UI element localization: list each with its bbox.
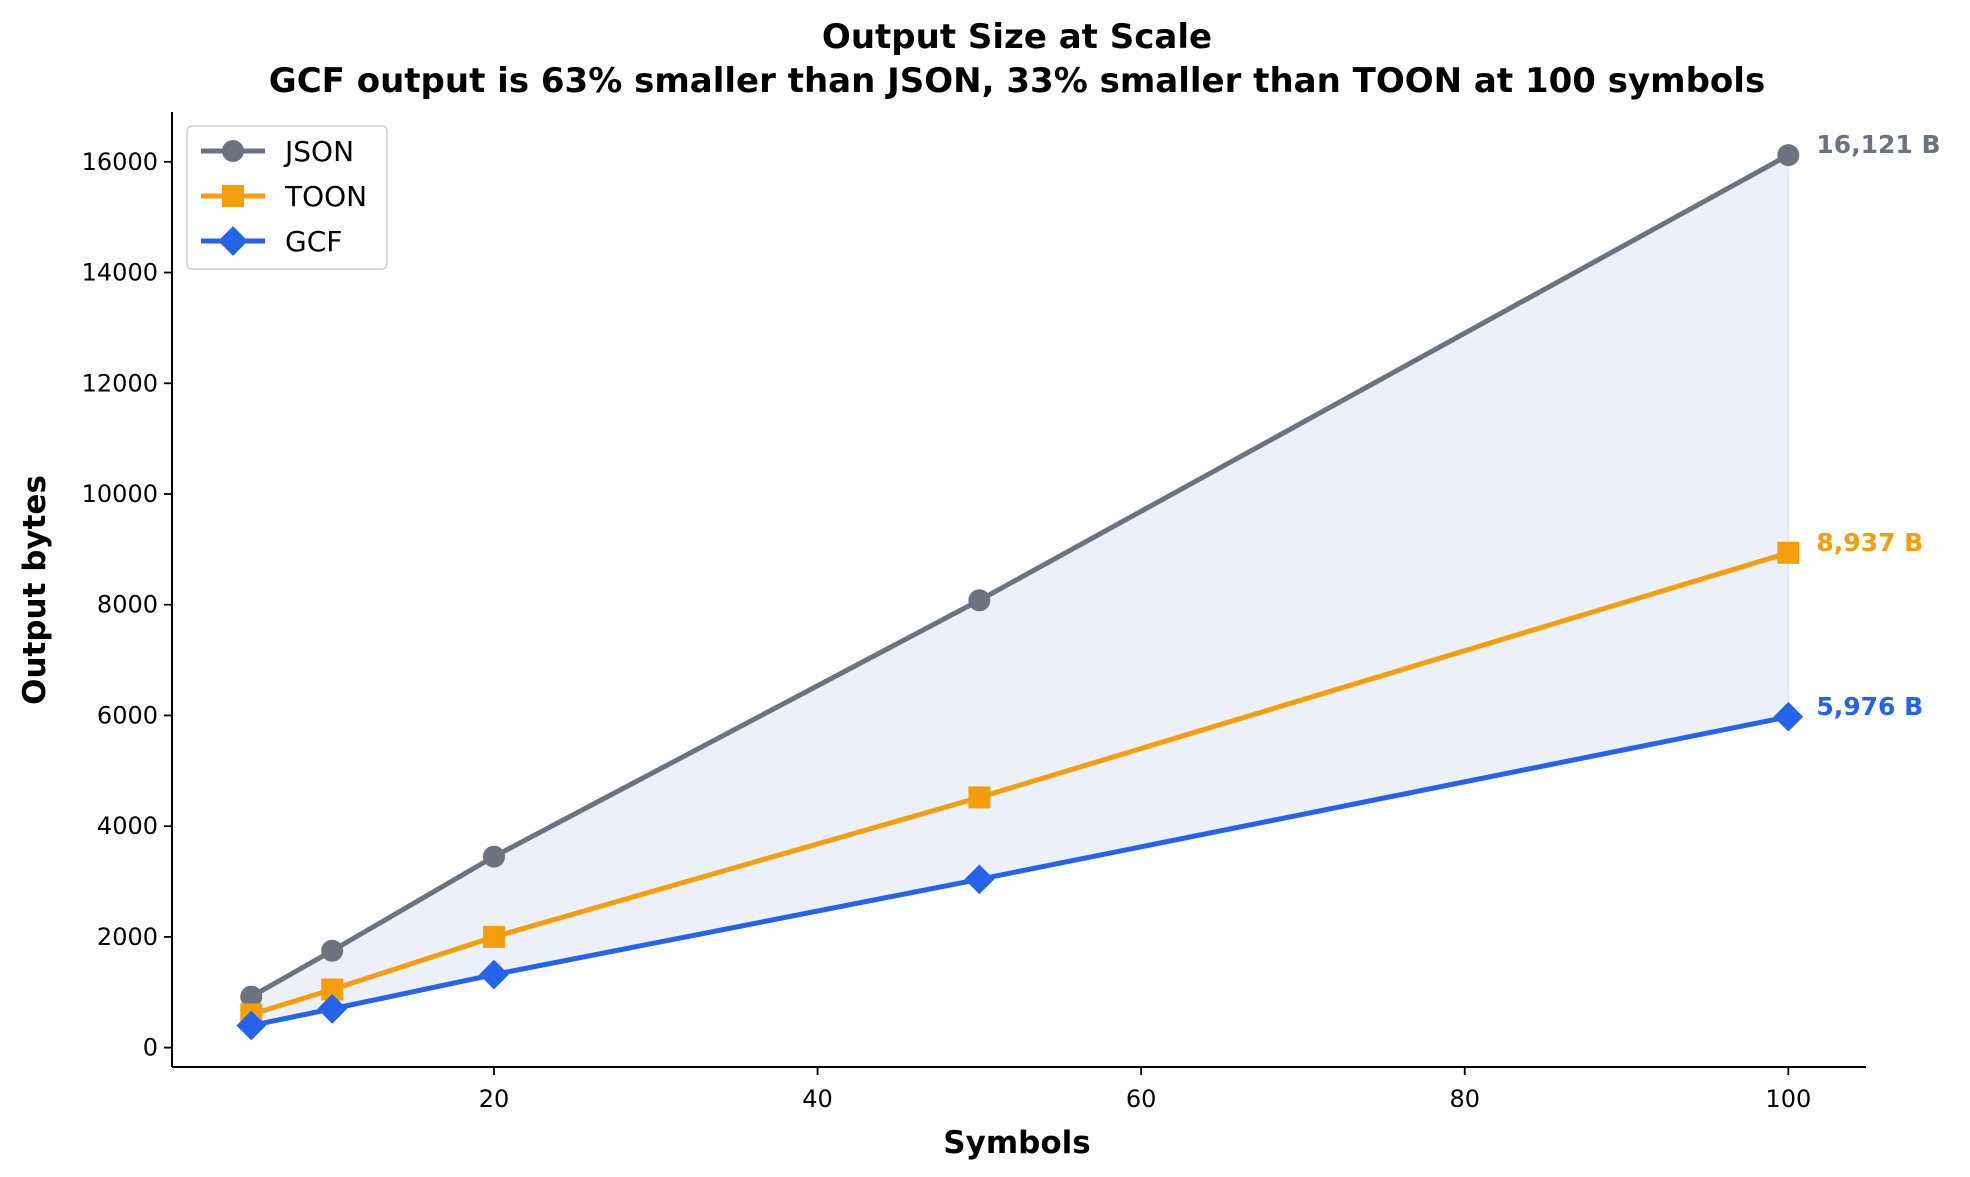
gcf-end-label: 5,976 B: [1816, 692, 1923, 721]
toon-point: [968, 786, 991, 809]
legend-label: TOON: [284, 180, 367, 213]
json-point: [482, 845, 505, 868]
gcf-point: [964, 864, 995, 895]
gcf-point: [479, 959, 509, 990]
series-json: [240, 144, 1800, 1008]
json-end-label: 16,121 B: [1816, 130, 1940, 159]
chart-subtitle: GCF output is 63% smaller than JSON, 33%…: [269, 61, 1765, 101]
toon-point: [1777, 541, 1800, 564]
y-tick-label: 2000: [97, 923, 158, 951]
x-tick-label: 40: [802, 1085, 833, 1113]
legend-label: GCF: [285, 225, 342, 258]
gcf-point: [317, 994, 348, 1024]
y-tick-label: 6000: [97, 701, 158, 729]
axes-layer: 20 40 60 80 100 0 2000 4000 6000 8000 10000 12000 14…: [82, 112, 1866, 1113]
gcf-point: [236, 1010, 267, 1041]
x-tick-label: 20: [479, 1085, 510, 1113]
fill-area-layer: [250, 153, 1790, 1027]
y-tick-label: 16000: [82, 148, 158, 176]
x-axis-label: Symbols: [943, 1125, 1090, 1161]
series-gcf: [236, 701, 1804, 1041]
toon-end-label: 8,937 B: [1816, 528, 1923, 557]
x-tick-label: 60: [1126, 1085, 1157, 1113]
toon-point: [321, 978, 344, 1001]
y-tick-label: 4000: [97, 812, 158, 840]
json-point: [968, 589, 991, 612]
legend-marker: [218, 226, 248, 256]
legend-label: JSON: [283, 135, 354, 168]
gcf-point: [1773, 701, 1804, 732]
x-tick-label: 100: [1765, 1085, 1811, 1113]
legend-marker: [222, 185, 244, 207]
legend: JSON TOON GCF: [186, 125, 388, 270]
x-tick-label: 80: [1449, 1085, 1480, 1113]
toon-point: [482, 925, 505, 948]
chart-title: Output Size at Scale: [822, 17, 1212, 57]
legend-marker: [222, 140, 244, 162]
y-axis-label: Output bytes: [17, 475, 53, 705]
legend-item-json: JSON: [201, 135, 354, 168]
y-tick-label: 12000: [82, 369, 158, 397]
y-tick-label: 14000: [82, 259, 158, 287]
json-point: [321, 939, 344, 962]
y-tick-label: 8000: [97, 591, 158, 619]
series-layer: [236, 144, 1804, 1041]
legend-item-toon: TOON: [201, 180, 367, 213]
legend-item-gcf: GCF: [201, 225, 342, 258]
y-tick-label: 0: [143, 1034, 158, 1062]
json-point: [1777, 144, 1800, 167]
fill-between-area: [250, 153, 1790, 1027]
y-tick-label: 10000: [82, 480, 158, 508]
json-point: [240, 985, 263, 1008]
end-labels-layer: 16,121 B 8,937 B 5,976 B: [1816, 130, 1940, 721]
